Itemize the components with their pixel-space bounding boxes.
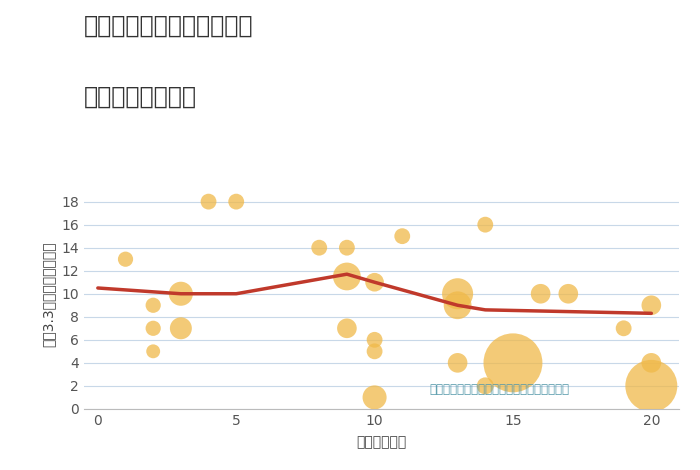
Point (508, 359, 519, 367)
X-axis label: 駅距離（分）: 駅距離（分） (356, 435, 407, 449)
Point (452, 359, 463, 367)
Text: 駅距離別土地価格: 駅距離別土地価格 (84, 85, 197, 109)
Y-axis label: 坪（3.3㎡）単価（万円）: 坪（3.3㎡）単価（万円） (42, 241, 56, 346)
Point (369, 348, 380, 355)
Point (369, 336, 380, 344)
Point (148, 302, 159, 309)
Text: 円の大きさは、取引のあった物件面積を示す: 円の大きさは、取引のあった物件面積を示す (429, 383, 569, 396)
Point (342, 324, 353, 332)
Point (369, 393, 380, 401)
Point (645, 382, 657, 390)
Point (314, 244, 325, 251)
Text: 三重県松阪市嬉野一志町の: 三重県松阪市嬉野一志町の (84, 14, 253, 38)
Point (230, 198, 241, 205)
Point (645, 359, 657, 367)
Point (563, 290, 574, 298)
Point (120, 256, 131, 263)
Point (480, 382, 491, 390)
Point (452, 290, 463, 298)
Point (535, 290, 546, 298)
Point (148, 324, 159, 332)
Point (618, 324, 629, 332)
Point (148, 348, 159, 355)
Point (397, 232, 408, 240)
Point (645, 302, 657, 309)
Point (203, 198, 214, 205)
Point (342, 273, 353, 280)
Point (175, 324, 186, 332)
Point (342, 244, 353, 251)
Point (175, 290, 186, 298)
Point (480, 221, 491, 228)
Point (369, 278, 380, 286)
Point (452, 302, 463, 309)
